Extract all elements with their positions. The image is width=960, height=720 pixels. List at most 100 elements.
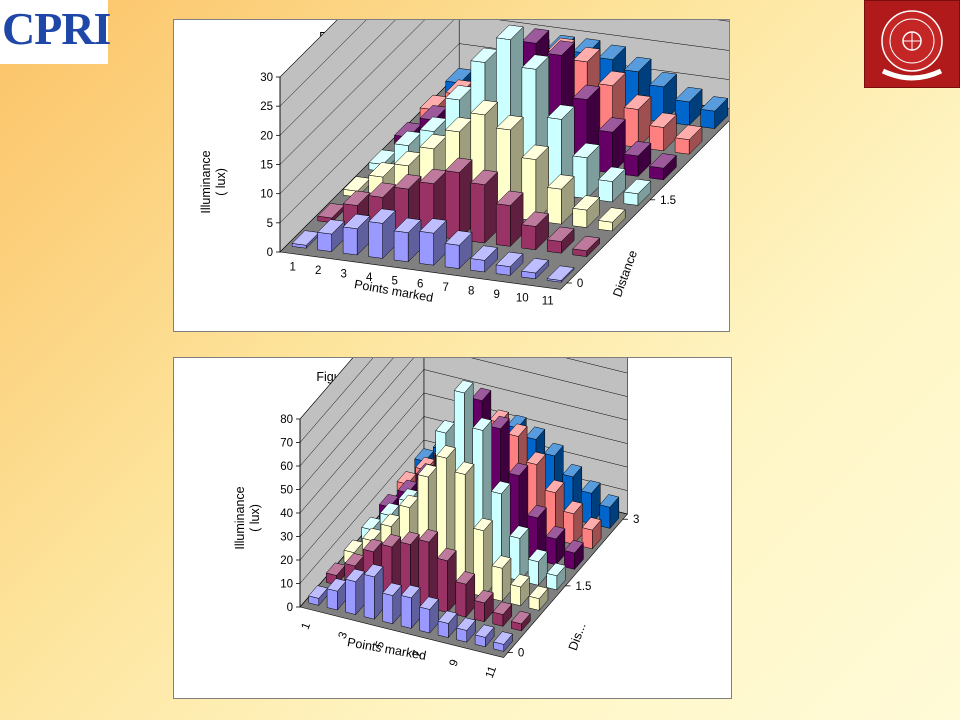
chart-4l-bar-front — [368, 221, 383, 259]
chart-5l-bar-top — [543, 442, 564, 457]
chart-5l-y-tick-label: 50 — [280, 485, 293, 497]
chart-5l-bar — [363, 563, 384, 620]
chart-5l-bar — [326, 578, 347, 611]
chart-4l-bar-front — [470, 258, 485, 273]
chart-5l-bar-top — [363, 563, 384, 578]
chart-5l-bar-front — [363, 574, 375, 620]
chart-5l-bar-top — [472, 417, 493, 431]
chart-4l-bar-top — [470, 169, 499, 185]
chart-5l-gridline — [299, 392, 628, 537]
chart-4l-x-tick-label: 9 — [494, 289, 500, 301]
chart-4l-x-tick-label: 11 — [542, 296, 554, 308]
chart-5l-bar — [473, 589, 494, 623]
chart-4l-bar-front — [674, 99, 690, 126]
chart-4l-bar — [649, 112, 678, 152]
chart-5l-x-tick-label: 1 — [300, 621, 313, 631]
chart-4l-x-tick-label: 5 — [392, 275, 398, 287]
chart-4l-bar-front — [700, 109, 716, 129]
chart-5l-x-axis-title: Points marked — [346, 635, 427, 663]
chart-4l-bar-top — [597, 166, 626, 182]
chart-5l-gridline — [299, 358, 374, 443]
chart-5l-bar-top — [489, 415, 510, 430]
chart-5l-bar — [510, 574, 530, 607]
chart-4l-bar-top — [521, 144, 550, 160]
chart-5l-bar-top — [474, 624, 495, 638]
chart-5l-depth-tick-label: 0 — [518, 647, 524, 659]
chart-4l-y-axis-title-line: ( lux) — [214, 168, 228, 196]
chart-5l-bar — [400, 584, 421, 630]
cpri-logo-icon: CPRI — [2, 3, 111, 54]
chart-5l-bar-front — [510, 584, 521, 607]
chart-4l-bar-top — [342, 190, 371, 206]
chart-5l-bar-top — [563, 500, 584, 515]
chart-4l-bar-top — [444, 230, 473, 246]
chart-4l-bar-top — [572, 84, 601, 100]
chart-5l-bar-front — [546, 572, 558, 591]
institute-seal — [864, 0, 960, 88]
chart-5l-bar — [345, 568, 366, 616]
chart-4l-bar-top — [317, 219, 346, 235]
chart-4l-bar — [597, 117, 626, 174]
chart-4l-bar-front — [598, 179, 613, 203]
chart-4l-bar-top — [700, 96, 729, 112]
chart-5l-bar-front — [474, 600, 485, 623]
chart-4l-bar-top — [674, 86, 703, 103]
chart-4l-bar-top — [342, 213, 371, 230]
chart-5l-y-tick-label: 70 — [280, 438, 293, 450]
chart-4l-bar-front — [547, 187, 562, 225]
chart-5l-gridline — [299, 358, 353, 420]
chart-4l-bar — [623, 178, 652, 207]
chart-5l-bar-front — [345, 578, 357, 615]
chart-5l-bar — [473, 517, 493, 598]
chart-5l-y-tick-label: 10 — [280, 579, 293, 591]
chart-4l-y-axis-title-line: Illuminance — [199, 150, 213, 213]
chart-5l-bar-top — [546, 562, 567, 577]
chart-4l-bar — [572, 235, 601, 258]
chart-4l-y-tick-label: 15 — [260, 160, 273, 172]
chart-4l-bar-top — [623, 94, 652, 110]
chart-5l-bar — [308, 585, 329, 607]
chart-4l-bar-top — [495, 115, 524, 131]
chart-4l-x-tick-label: 4 — [366, 272, 373, 284]
chart-5l-y-axis-title-line: Illuminance — [233, 486, 247, 549]
chart-4l-bar — [648, 153, 677, 181]
chart-4l-bar-top — [597, 117, 626, 133]
chart-5l-bar — [545, 525, 566, 566]
chart-4l-bar-top — [546, 174, 575, 190]
chart-4l-bar — [597, 207, 626, 232]
chart-4l-gridline — [279, 20, 367, 107]
chart-4l-y-tick-label: 30 — [260, 72, 273, 84]
chart-5l-x-tick-label: 3 — [337, 630, 350, 640]
chart-5l-bar — [581, 517, 602, 550]
chart-4l-bar — [546, 226, 575, 254]
chart-4l-bar — [649, 71, 678, 123]
chart-4l-bar-front — [317, 232, 332, 252]
chart-4l-bar-top — [368, 182, 397, 198]
chart-5l-bar — [382, 582, 403, 625]
chart-4l-bar-top — [521, 54, 550, 70]
chart-4l-bar-front — [521, 157, 537, 222]
chart-4l-bar-front — [393, 230, 409, 263]
chart-5l-bar-top — [381, 534, 402, 548]
chart-4l-bar — [700, 96, 729, 130]
chart-5l-bar-top — [419, 596, 440, 610]
chart-4l-x-tick-label: 6 — [417, 279, 423, 291]
chart-4l-bar-front — [495, 203, 511, 247]
chart-4l-bar-front — [444, 243, 460, 269]
chart-5l-y-tick-label: 40 — [280, 508, 293, 520]
chart-4l-bar-front — [572, 155, 588, 199]
institute-seal-icon — [881, 10, 943, 81]
chart-5l-y-tick-label: 0 — [287, 602, 293, 614]
chart-5l-bar-top — [526, 451, 547, 465]
chart-5l-bar-top — [436, 445, 456, 459]
chart-5l-bar-front — [419, 606, 431, 634]
chart-4l-bar-front — [572, 208, 588, 228]
chart-5l-depth-tick-label: 1.5 — [575, 581, 591, 593]
chart-5l-bar — [490, 480, 511, 577]
chart-4l-bar-front — [419, 231, 434, 266]
chart-5l-bar-top — [345, 568, 366, 582]
chart-5l-bar — [418, 529, 439, 609]
chart-5l-bar-top — [473, 517, 493, 532]
chart-4l-y-tick-label: 0 — [267, 247, 273, 259]
chart-4l-gridline — [279, 20, 396, 136]
